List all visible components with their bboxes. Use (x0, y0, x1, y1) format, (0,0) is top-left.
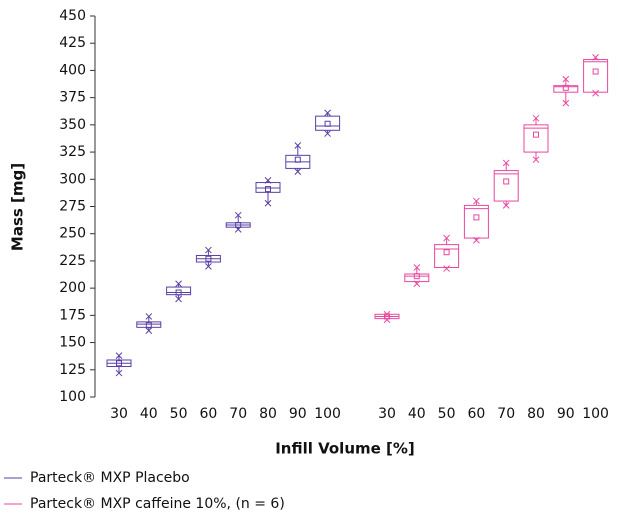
outlier-mark (145, 327, 153, 334)
outlier-mark (294, 142, 302, 149)
mean-marker (235, 222, 242, 229)
box (434, 244, 460, 268)
outlier-mark (175, 295, 182, 303)
mean-marker (533, 131, 539, 138)
outlier-mark (532, 156, 540, 164)
outlier-mark (145, 313, 153, 320)
y-tick-label: 375 (59, 90, 86, 106)
y-tick-label: 425 (59, 35, 86, 51)
mean-marker (503, 178, 510, 185)
mean-marker (116, 360, 122, 367)
outlier-mark (532, 114, 540, 122)
x-tick-label: 30 (378, 406, 396, 422)
x-tick-label: 80 (527, 406, 545, 422)
y-axis-title: Mass [mg] (9, 163, 27, 251)
y-tick-label: 150 (59, 335, 86, 351)
mean-marker (205, 255, 212, 262)
x-tick-label: 60 (467, 406, 485, 422)
outlier-mark (592, 54, 599, 61)
x-tick-label: 100 (314, 406, 341, 422)
box (523, 124, 549, 153)
box (166, 286, 192, 296)
outlier-mark (413, 264, 421, 271)
x-tick-label: 50 (438, 406, 456, 422)
mean-marker (145, 322, 152, 329)
outlier-mark (592, 89, 599, 97)
outlier-mark (294, 168, 302, 176)
mean-marker (473, 214, 480, 221)
y-tick-label: 225 (59, 253, 86, 269)
box (463, 204, 489, 239)
outlier-mark (562, 99, 570, 107)
outlier-mark (443, 265, 450, 272)
x-tick-label: 90 (289, 406, 307, 422)
legend-label: Parteck® MXP Placebo (30, 470, 190, 486)
y-tick-label: 450 (59, 8, 86, 24)
box (583, 59, 609, 93)
y-tick-label: 350 (59, 117, 86, 133)
mean-marker (294, 156, 301, 163)
outlier-mark (413, 280, 421, 288)
box (493, 170, 519, 202)
y-tick-label: 175 (59, 307, 86, 323)
box (315, 115, 341, 131)
outlier-mark (115, 369, 123, 377)
mean-marker (443, 249, 450, 256)
box (404, 273, 430, 283)
x-tick-label: 60 (199, 406, 217, 422)
outlier-mark (443, 234, 450, 242)
x-tick-label: 70 (229, 406, 247, 422)
x-tick-label: 40 (140, 406, 158, 422)
outlier-mark (324, 109, 331, 117)
outlier-mark (502, 159, 510, 167)
x-tick-label: 80 (259, 406, 277, 422)
mean-marker (592, 68, 599, 75)
outlier-mark (205, 263, 212, 270)
outlier-mark (473, 197, 480, 205)
y-tick-label: 125 (59, 362, 86, 378)
outlier-mark (473, 236, 480, 244)
legend-label: Parteck® MXP caffeine 10%, (n = 6) (30, 496, 285, 512)
outlier-mark (205, 246, 212, 254)
y-tick-label: 200 (59, 280, 86, 296)
x-tick-label: 90 (557, 406, 575, 422)
outlier-mark (264, 177, 272, 184)
x-tick-label: 70 (497, 406, 515, 422)
mean-marker (265, 186, 271, 193)
outlier-mark (175, 280, 182, 288)
outlier-mark (264, 199, 272, 207)
x-tick-label: 100 (582, 406, 609, 422)
y-tick-label: 100 (59, 389, 86, 405)
mean-marker (175, 289, 182, 296)
mean-marker (324, 120, 331, 127)
x-tick-label: 30 (110, 406, 128, 422)
y-tick-label: 250 (59, 226, 86, 242)
mean-marker (413, 273, 420, 280)
x-axis-title: Infill Volume [%] (275, 440, 415, 458)
mean-marker (384, 313, 390, 320)
x-tick-label: 50 (170, 406, 188, 422)
y-tick-label: 325 (59, 144, 86, 160)
y-tick-label: 300 (59, 171, 86, 187)
outlier-mark (502, 202, 510, 209)
x-tick-label: 40 (408, 406, 426, 422)
outlier-mark (234, 211, 242, 219)
mean-marker (562, 84, 569, 91)
outlier-mark (562, 75, 570, 83)
y-tick-label: 275 (59, 199, 86, 215)
outlier-mark (115, 352, 123, 359)
outlier-mark (324, 130, 331, 137)
y-tick-label: 400 (59, 62, 86, 78)
box (255, 182, 281, 193)
